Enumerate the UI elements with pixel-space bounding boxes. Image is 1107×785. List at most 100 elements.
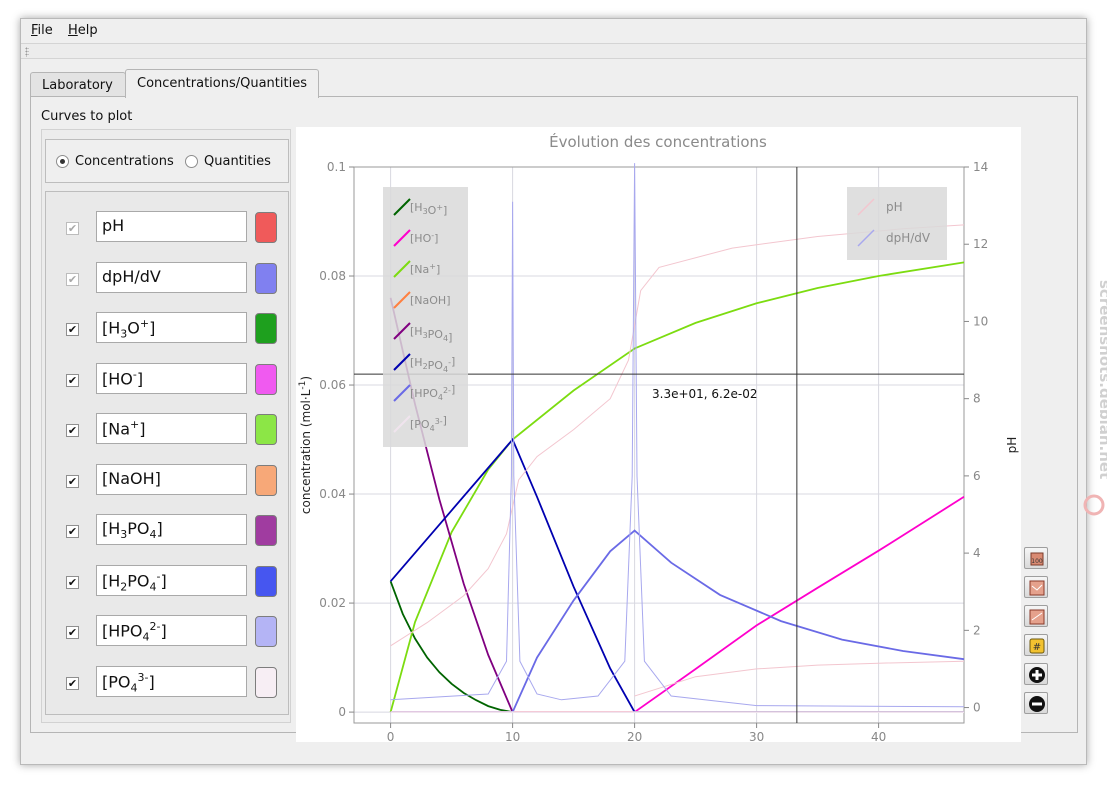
curve-checkbox[interactable]: ✔ bbox=[66, 222, 79, 235]
curve-color-button[interactable] bbox=[255, 414, 277, 445]
x-tick-label: 30 bbox=[749, 730, 764, 742]
radio-off-icon bbox=[185, 155, 198, 168]
curve-color-button[interactable] bbox=[255, 515, 277, 546]
curve-label-field[interactable]: [H3O+] bbox=[96, 312, 247, 343]
zoom-reset-button[interactable]: 100 bbox=[1024, 547, 1048, 569]
curve-label-field[interactable]: pH bbox=[96, 211, 247, 242]
zoom-in-icon bbox=[1029, 667, 1045, 683]
debian-swirl-icon bbox=[1083, 494, 1105, 516]
curve-checkbox[interactable]: ✔ bbox=[66, 424, 79, 437]
x-tick-label: 0 bbox=[387, 730, 395, 742]
curve-checkbox[interactable]: ✔ bbox=[66, 272, 79, 286]
menu-help[interactable]: Help bbox=[68, 23, 98, 38]
curve-checkbox[interactable]: ✔ bbox=[66, 474, 79, 488]
radio-concentrations[interactable]: Concentrations bbox=[56, 154, 174, 169]
curve-label-field[interactable]: [HPO42-] bbox=[96, 615, 247, 646]
y-tick-label: 0.06 bbox=[319, 378, 346, 392]
curve-color-button[interactable] bbox=[255, 363, 277, 395]
legend-swatch bbox=[857, 198, 875, 216]
watermark-text: screenshots.debian.net bbox=[1096, 280, 1107, 479]
plot-area[interactable]: Évolution des concentrations 0 10 20 30 40 0 0.… bbox=[296, 127, 1021, 744]
menu-help-label: elp bbox=[77, 23, 98, 38]
legend-swatch bbox=[393, 198, 411, 216]
curve-checkbox[interactable]: ✔ bbox=[66, 626, 79, 639]
series-line--hpo42- bbox=[390, 529, 965, 713]
curve-color-button[interactable] bbox=[255, 666, 277, 698]
zoom-area-button[interactable] bbox=[1024, 576, 1048, 598]
curve-label-field[interactable]: [HO-] bbox=[96, 362, 247, 394]
y2-tick-label: 8 bbox=[973, 392, 981, 406]
legend-swatch bbox=[393, 384, 411, 402]
curve-checkbox[interactable]: ✔ bbox=[66, 323, 79, 336]
legend-swatch bbox=[393, 291, 411, 309]
y2-axis-label: pH bbox=[1005, 437, 1019, 454]
tab-laboratory[interactable]: Laboratory bbox=[30, 72, 126, 98]
curve-color-button[interactable] bbox=[255, 313, 277, 344]
legend-swatch bbox=[857, 229, 875, 247]
curve-row: ✔ [HPO42-] bbox=[46, 613, 290, 647]
zoom-fit-button[interactable] bbox=[1024, 605, 1048, 627]
curve-row: ✔ [H3PO4] bbox=[46, 512, 290, 546]
main-window: File Help Laboratory Concentrations/Quan… bbox=[20, 18, 1087, 765]
svg-text:#: # bbox=[1033, 642, 1041, 653]
radio-concentrations-label: Concentrations bbox=[75, 154, 174, 169]
curve-label-field[interactable]: [PO43-] bbox=[96, 665, 247, 697]
zoom-in-button[interactable] bbox=[1024, 663, 1048, 685]
legend-swatch bbox=[393, 415, 411, 433]
legend-swatch bbox=[393, 353, 411, 371]
zoom-area-icon bbox=[1029, 580, 1045, 596]
curve-label-field[interactable]: [NaOH] bbox=[96, 463, 247, 495]
x-tick-label: 20 bbox=[627, 730, 642, 742]
legend-swatch bbox=[393, 260, 411, 278]
curve-checkbox[interactable]: ✔ bbox=[66, 373, 79, 387]
menu-file[interactable]: File bbox=[31, 23, 53, 38]
zoom-out-button[interactable] bbox=[1024, 692, 1048, 714]
legend-label: pH bbox=[886, 200, 903, 214]
curve-color-button[interactable] bbox=[255, 262, 277, 294]
curve-color-button[interactable] bbox=[255, 464, 277, 496]
legend-label: [HO-] bbox=[410, 231, 438, 245]
series-line--na- bbox=[389, 261, 965, 713]
series-line-ph bbox=[390, 224, 965, 647]
curve-label-field[interactable]: dpH/dV bbox=[96, 261, 247, 293]
y-tick-label: 0.08 bbox=[319, 269, 346, 283]
curve-row: ✔ [H2PO4-] bbox=[46, 563, 290, 597]
grid-button[interactable]: # bbox=[1024, 634, 1048, 656]
radio-quantities[interactable]: Quantities bbox=[185, 154, 271, 169]
series-line-dph-dv bbox=[390, 163, 965, 708]
curve-label-field[interactable]: [H2PO4-] bbox=[96, 564, 247, 596]
y-axis-label: concentration (mol·L-1) bbox=[298, 376, 313, 514]
y2-tick-label: 14 bbox=[973, 160, 988, 174]
curve-color-button[interactable] bbox=[255, 565, 277, 597]
curve-color-button[interactable] bbox=[255, 616, 277, 647]
series-line--ho- bbox=[390, 496, 965, 713]
menu-file-label: ile bbox=[37, 23, 53, 38]
curve-label-field[interactable]: [Na+] bbox=[96, 413, 247, 444]
menu-help-mnemonic: H bbox=[68, 23, 78, 38]
curve-checkbox[interactable]: ✔ bbox=[66, 575, 79, 589]
curve-row: ✔ [PO43-] bbox=[46, 664, 290, 698]
radio-on-icon bbox=[56, 155, 69, 168]
legend-right-box bbox=[847, 187, 947, 260]
series-line-ph-second-branch- bbox=[634, 660, 965, 697]
curve-checkbox[interactable]: ✔ bbox=[66, 525, 79, 538]
y2-tick-label: 2 bbox=[973, 623, 981, 637]
cursor-readout: 3.3e+01, 6.2e-02 bbox=[652, 387, 758, 401]
curve-color-button[interactable] bbox=[255, 212, 277, 243]
curve-row: ✔ [Na+] bbox=[46, 411, 290, 445]
y2-tick-label: 10 bbox=[973, 314, 988, 328]
y-tick-label: 0.02 bbox=[319, 596, 346, 610]
grid-icon: # bbox=[1029, 638, 1045, 654]
toolbar-strip bbox=[21, 43, 1086, 59]
y2-tick-label: 4 bbox=[973, 546, 981, 560]
x-tick-label: 10 bbox=[505, 730, 520, 742]
curve-label-field[interactable]: [H3PO4] bbox=[96, 514, 247, 545]
y-tick-label: 0.1 bbox=[327, 160, 346, 174]
zoom-reset-icon: 100 bbox=[1030, 552, 1044, 566]
curve-checkbox[interactable]: ✔ bbox=[66, 676, 79, 690]
toolbar-grip-icon[interactable] bbox=[25, 47, 29, 57]
legend-label: dpH/dV bbox=[886, 231, 931, 245]
tab-concentrations-quantities[interactable]: Concentrations/Quantities bbox=[125, 69, 319, 98]
svg-text:100: 100 bbox=[1031, 558, 1043, 565]
